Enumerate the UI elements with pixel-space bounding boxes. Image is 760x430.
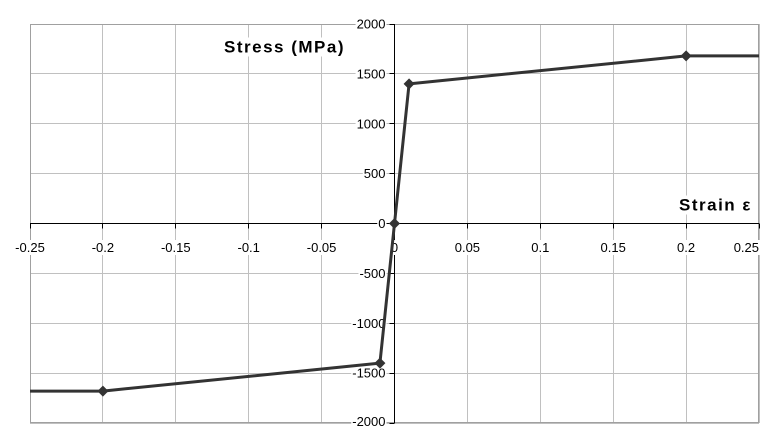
y-tick-label: -500: [359, 266, 385, 281]
data-point-marker: [403, 78, 415, 90]
x-tick-label: 0.15: [601, 240, 626, 255]
label-background: [389, 240, 400, 255]
label-background: [377, 216, 387, 231]
label-background: [362, 166, 387, 182]
x-tick-label: -0.2: [92, 240, 114, 255]
label-background: [355, 16, 387, 32]
label-background: [453, 240, 482, 255]
x-tick-label: 0.1: [531, 240, 549, 255]
label-background: [358, 265, 387, 281]
label-background: [351, 414, 387, 429]
y-tick-label: -1500: [352, 366, 385, 381]
axis-labels: Stress (MPa) Strain ε -0.25 -0.2 -0.15 -0.1…: [14, 16, 760, 429]
data-point-marker: [374, 357, 386, 369]
label-background: [676, 240, 697, 255]
y-tick-label: 500: [364, 166, 386, 181]
label-background: [732, 240, 760, 255]
x-tick-label: -0.1: [237, 240, 259, 255]
label-background: [236, 240, 261, 255]
data-series: [30, 50, 759, 397]
label-background: [305, 240, 338, 255]
label-background: [223, 37, 346, 57]
data-point-marker: [680, 50, 692, 62]
y-tick-label: -2000: [352, 414, 385, 429]
x-tick-label: 0: [391, 240, 398, 255]
y-tick-label: -1000: [352, 316, 385, 331]
label-background: [159, 240, 192, 255]
x-tick-label: -0.05: [307, 240, 337, 255]
y-tick-label: 1500: [357, 66, 386, 81]
y-tick-label: 1000: [357, 116, 386, 131]
x-tick-label: -0.15: [161, 240, 191, 255]
y-tick-label: 0: [378, 216, 385, 231]
data-point-marker: [97, 385, 109, 397]
label-background: [351, 365, 387, 381]
label-background: [678, 195, 753, 215]
label-background: [530, 240, 551, 255]
x-tick-label: 0.2: [677, 240, 695, 255]
x-tick-label: 0.25: [734, 240, 759, 255]
label-background: [355, 116, 387, 132]
label-background: [599, 240, 627, 255]
x-tick-label: 0.05: [455, 240, 480, 255]
x-axis-title: Strain ε: [679, 196, 752, 215]
y-tick-label: 2000: [357, 17, 386, 32]
x-tick-label: -0.25: [15, 240, 45, 255]
label-background: [351, 315, 387, 331]
label-background: [355, 66, 387, 82]
label-background: [14, 240, 46, 255]
data-point-marker: [389, 218, 400, 229]
label-background: [90, 240, 116, 255]
y-axis-title: Stress (MPa): [224, 38, 345, 57]
